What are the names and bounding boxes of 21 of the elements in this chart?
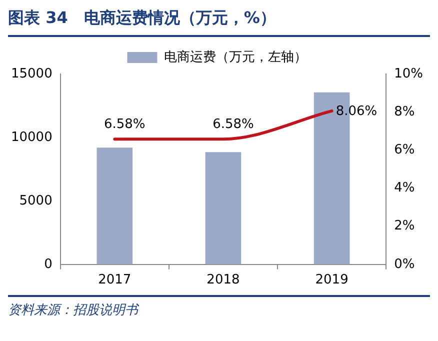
y2-tick-label: 2% (394, 218, 415, 234)
data-label: 8.06% (336, 104, 378, 119)
y-tick-label: 10000 (10, 130, 52, 145)
y2-tick-label: 6% (394, 142, 415, 158)
y2-tick-label: 8% (394, 104, 415, 120)
bar (205, 152, 242, 264)
bar (96, 148, 133, 264)
x-tick-label: 2018 (206, 272, 240, 288)
legend-label: 电商运费（万元，左轴） (164, 50, 307, 65)
x-tick-label: 2019 (315, 272, 348, 288)
data-label: 6.58% (212, 116, 254, 132)
y-tick-label: 5000 (19, 193, 52, 208)
text: 资料来源：招股说明书 (8, 295, 430, 319)
x-tick-label: 2017 (98, 272, 132, 288)
chart-title: 图表 34 电商运费情况（万元，%） (8, 8, 430, 37)
y2-tick-label: 4% (394, 180, 415, 196)
data-label: 6.58% (104, 116, 146, 132)
y-tick-label: 15000 (10, 66, 52, 82)
y2-tick-label: 0% (394, 256, 415, 272)
y-tick-label: 0 (44, 256, 52, 272)
y2-tick-label: 10% (394, 66, 424, 82)
